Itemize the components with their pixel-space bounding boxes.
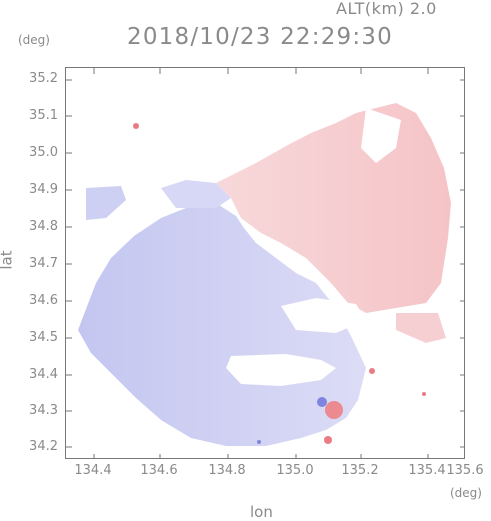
- approaching-echo-region: [78, 203, 366, 446]
- y-tick-label: 34.2: [29, 439, 58, 454]
- y-tick-label: 35.0: [29, 145, 58, 160]
- x-tick-label: 135.4: [408, 463, 446, 478]
- x-tick-label: 134.6: [140, 463, 178, 478]
- receding-echo-east: [396, 313, 446, 343]
- strong-receding-cell: [369, 368, 375, 374]
- doppler-velocity-map: [78, 103, 451, 446]
- strong-approaching-cell: [317, 397, 327, 407]
- strong-approaching-cell: [257, 440, 261, 444]
- y-tick-label: 34.9: [29, 182, 58, 197]
- y-tick-label: 34.7: [29, 256, 58, 271]
- x-tick-label: 135.2: [341, 463, 379, 478]
- x-axis-title: lon: [250, 503, 273, 521]
- x-tick-label: 135.6: [446, 463, 484, 478]
- x-tick-label: 134.4: [74, 463, 112, 478]
- axis-ticks: [66, 68, 464, 458]
- y-tick-label: 34.6: [29, 293, 58, 308]
- approaching-echo-west: [86, 186, 126, 220]
- strong-receding-cell: [325, 401, 343, 419]
- approaching-echo-north: [161, 180, 231, 208]
- strong-receding-cell: [422, 392, 426, 396]
- y-tick-label: 34.8: [29, 219, 58, 234]
- y-tick-label: 34.3: [29, 403, 58, 418]
- no-echo-gap: [361, 108, 401, 163]
- strong-receding-cell: [133, 123, 139, 129]
- y-tick-label: 34.4: [29, 367, 58, 382]
- radar-plot-area: [65, 67, 465, 459]
- x-axis-unit: (deg): [450, 486, 482, 500]
- x-tick-label: 134.8: [208, 463, 246, 478]
- altitude-label: ALT(km) 2.0: [336, 0, 437, 18]
- y-tick-label: 34.5: [29, 330, 58, 345]
- y-tick-label: 35.1: [29, 108, 58, 123]
- receding-echo-region: [216, 103, 451, 313]
- timestamp-title: 2018/10/23 22:29:30: [127, 24, 393, 50]
- no-echo-gap: [226, 354, 336, 386]
- no-echo-gap: [281, 298, 366, 333]
- y-axis-unit: (deg): [18, 33, 50, 47]
- y-axis-title: lat: [0, 250, 16, 270]
- x-tick-label: 135.0: [276, 463, 314, 478]
- strong-receding-cell: [324, 436, 332, 444]
- y-tick-label: 35.2: [29, 71, 58, 86]
